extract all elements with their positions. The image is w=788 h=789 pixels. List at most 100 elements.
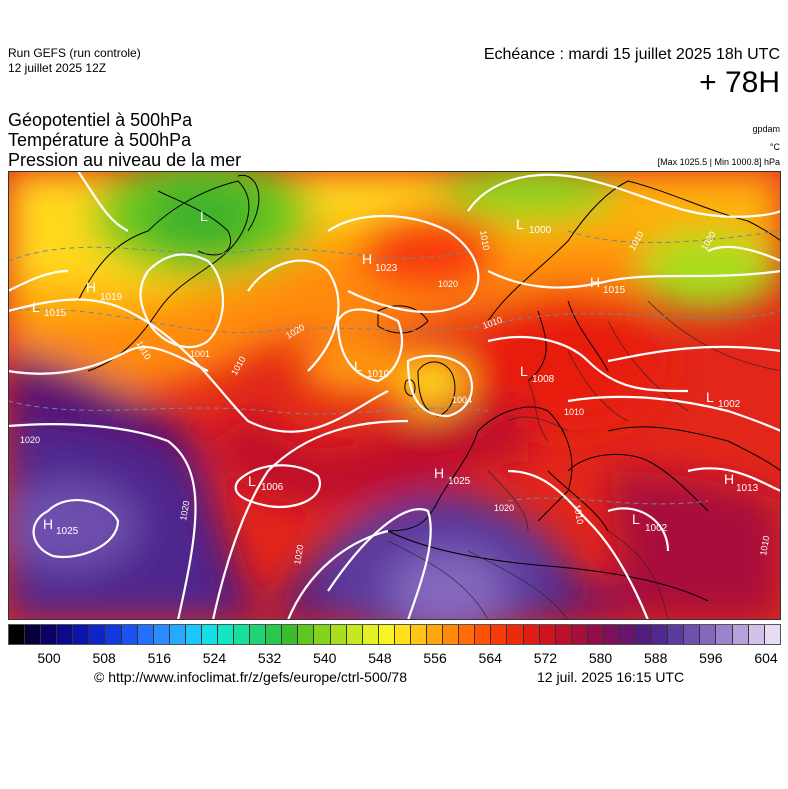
run-date: 12 juillet 2025 12Z [8, 61, 107, 75]
scale-cell [346, 625, 363, 644]
scale-cell [764, 625, 780, 644]
generation-date: 12 juil. 2025 16:15 UTC [537, 669, 685, 685]
color-scale [8, 624, 781, 645]
scale-cell [394, 625, 411, 644]
scale-cell [619, 625, 637, 644]
svg-text:1006: 1006 [261, 482, 284, 493]
scale-cell [41, 625, 58, 644]
scale-cell [234, 625, 251, 644]
forecast-time: Echéance : mardi 15 juillet 2025 18h UTC [483, 46, 780, 63]
scale-cell [25, 625, 42, 644]
low-center: L 1006 [248, 473, 284, 493]
isobars [8, 171, 781, 620]
svg-text:1020: 1020 [494, 503, 514, 513]
svg-text:L: L [516, 216, 524, 232]
scale-cell [362, 625, 379, 644]
svg-text:1002: 1002 [718, 399, 741, 410]
scale-cell [250, 625, 267, 644]
scale-tick-label: 500 [37, 650, 61, 666]
scale-cell [314, 625, 331, 644]
svg-text:1004: 1004 [452, 395, 472, 405]
scale-cell [475, 625, 492, 644]
low-center: L 1010 [354, 358, 390, 380]
scale-cell [218, 625, 235, 644]
scale-cell [105, 625, 122, 644]
scale-cell [571, 625, 588, 644]
svg-text:1020: 1020 [178, 500, 191, 521]
scale-tick-label: 548 [368, 650, 392, 666]
title-pressure: Pression au niveau de la mer [8, 150, 242, 170]
low-center: L 1002 [706, 389, 741, 410]
scale-cell [539, 625, 556, 644]
scale-tick-label: 564 [478, 650, 502, 666]
svg-text:1020: 1020 [20, 435, 40, 445]
scale-cell [459, 625, 476, 644]
svg-text:H: H [590, 274, 600, 290]
svg-text:1010: 1010 [478, 230, 491, 251]
scale-tick-label: 604 [754, 650, 778, 666]
scale-tick-label: 524 [202, 650, 227, 666]
scale-cell [266, 625, 283, 644]
low-center: L 1000 [516, 216, 552, 236]
scale-cell [523, 625, 540, 644]
scale-cell [491, 625, 508, 644]
svg-text:1013: 1013 [736, 483, 759, 494]
scale-cell [684, 625, 701, 644]
scale-cell [443, 625, 460, 644]
country-borders [387, 300, 781, 620]
svg-text:L: L [706, 389, 714, 405]
geopotential-field [8, 171, 781, 620]
svg-text:1015: 1015 [603, 285, 626, 296]
svg-text:H: H [362, 251, 372, 267]
svg-text:L: L [520, 363, 528, 379]
scale-cell [201, 625, 219, 644]
source-url[interactable]: © http://www.infoclimat.fr/z/gefs/europe… [94, 669, 408, 685]
pressure-range: [Max 1025.5 | Min 1000.8] hPa [657, 157, 780, 167]
unit-gpdam: gpdam [752, 124, 780, 134]
scale-cell [427, 625, 444, 644]
scale-cell [9, 625, 26, 644]
low-center: L 1002 [632, 511, 668, 534]
scale-cell [137, 625, 154, 644]
svg-text:L: L [200, 208, 208, 224]
low-center: L 1015 [32, 299, 67, 319]
scale-cell [636, 625, 653, 644]
svg-text:1010: 1010 [758, 535, 771, 556]
scale-tick-label: 572 [533, 650, 558, 666]
svg-text:L: L [32, 299, 40, 315]
svg-text:1010: 1010 [572, 504, 585, 525]
svg-text:L: L [632, 511, 640, 527]
scale-cell [555, 625, 572, 644]
svg-text:1002: 1002 [645, 523, 668, 534]
low-center: L 1008 [520, 363, 555, 385]
scale-tick-label: 540 [313, 650, 337, 666]
scale-tick-label: 516 [147, 650, 171, 666]
scale-cell [716, 625, 733, 644]
coastlines [77, 175, 781, 602]
scale-cell [587, 625, 604, 644]
scale-cell [153, 625, 170, 644]
svg-text:1010: 1010 [367, 369, 390, 380]
isotherms [8, 230, 781, 505]
svg-text:H: H [434, 465, 444, 481]
svg-text:1001: 1001 [190, 349, 210, 359]
scale-tick-label: 596 [699, 650, 723, 666]
low-center: L [200, 208, 208, 224]
scale-cell [603, 625, 620, 644]
title-temperature: Température à 500hPa [8, 130, 192, 150]
svg-text:H: H [43, 516, 53, 532]
high-center: H 1019 [86, 279, 123, 303]
scale-cell [185, 625, 202, 644]
scale-tick-label: 532 [257, 650, 282, 666]
svg-text:H: H [724, 471, 734, 487]
svg-text:1025: 1025 [56, 526, 79, 537]
scale-tick-label: 508 [92, 650, 116, 666]
svg-text:1023: 1023 [375, 263, 398, 274]
svg-text:1000: 1000 [529, 225, 552, 236]
run-label: Run GEFS (run controle) [8, 46, 141, 60]
scale-tick-label: 588 [644, 650, 668, 666]
